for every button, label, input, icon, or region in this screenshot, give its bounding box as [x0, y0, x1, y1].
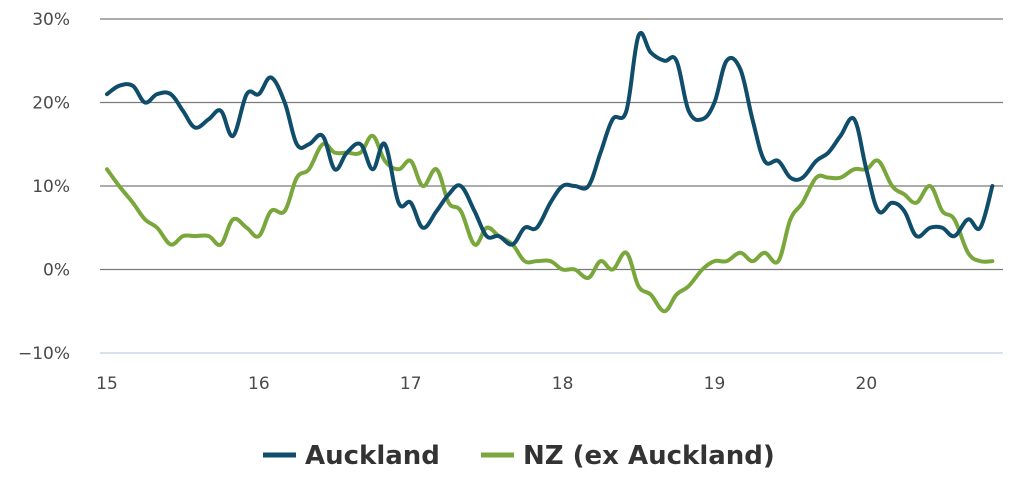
- x-tick-label: 17: [400, 374, 422, 394]
- series-line-auckland: [105, 31, 995, 247]
- y-tick-label: 20%: [32, 94, 70, 114]
- y-tick-label: 0%: [43, 261, 70, 281]
- legend: Auckland NZ (ex Auckland): [263, 441, 775, 471]
- x-axis-ticks: 15 16 17 18 19 20: [96, 374, 877, 394]
- x-tick-label: 19: [704, 374, 726, 394]
- x-tick-label: 20: [856, 374, 878, 394]
- y-tick-label: 30%: [32, 10, 70, 30]
- x-tick-label: 18: [552, 374, 574, 394]
- series-lines: [105, 31, 995, 314]
- legend-label-auckland: Auckland: [305, 441, 440, 471]
- y-tick-label: 10%: [32, 177, 70, 197]
- x-tick-label: 15: [96, 374, 118, 394]
- x-tick-label: 16: [248, 374, 270, 394]
- series-line-nz-ex-auckland: [105, 133, 995, 314]
- legend-label-nz-ex-auckland: NZ (ex Auckland): [523, 441, 775, 471]
- y-axis-ticks: −10% 0% 10% 20% 30%: [18, 10, 70, 364]
- y-tick-label: −10%: [18, 344, 70, 364]
- grid: [100, 18, 1003, 354]
